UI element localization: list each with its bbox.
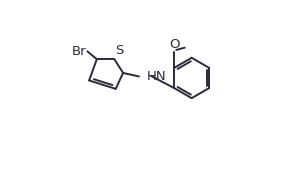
Text: S: S xyxy=(115,44,124,58)
Text: Br: Br xyxy=(72,45,86,58)
Text: O: O xyxy=(169,38,180,51)
Text: HN: HN xyxy=(147,70,166,83)
